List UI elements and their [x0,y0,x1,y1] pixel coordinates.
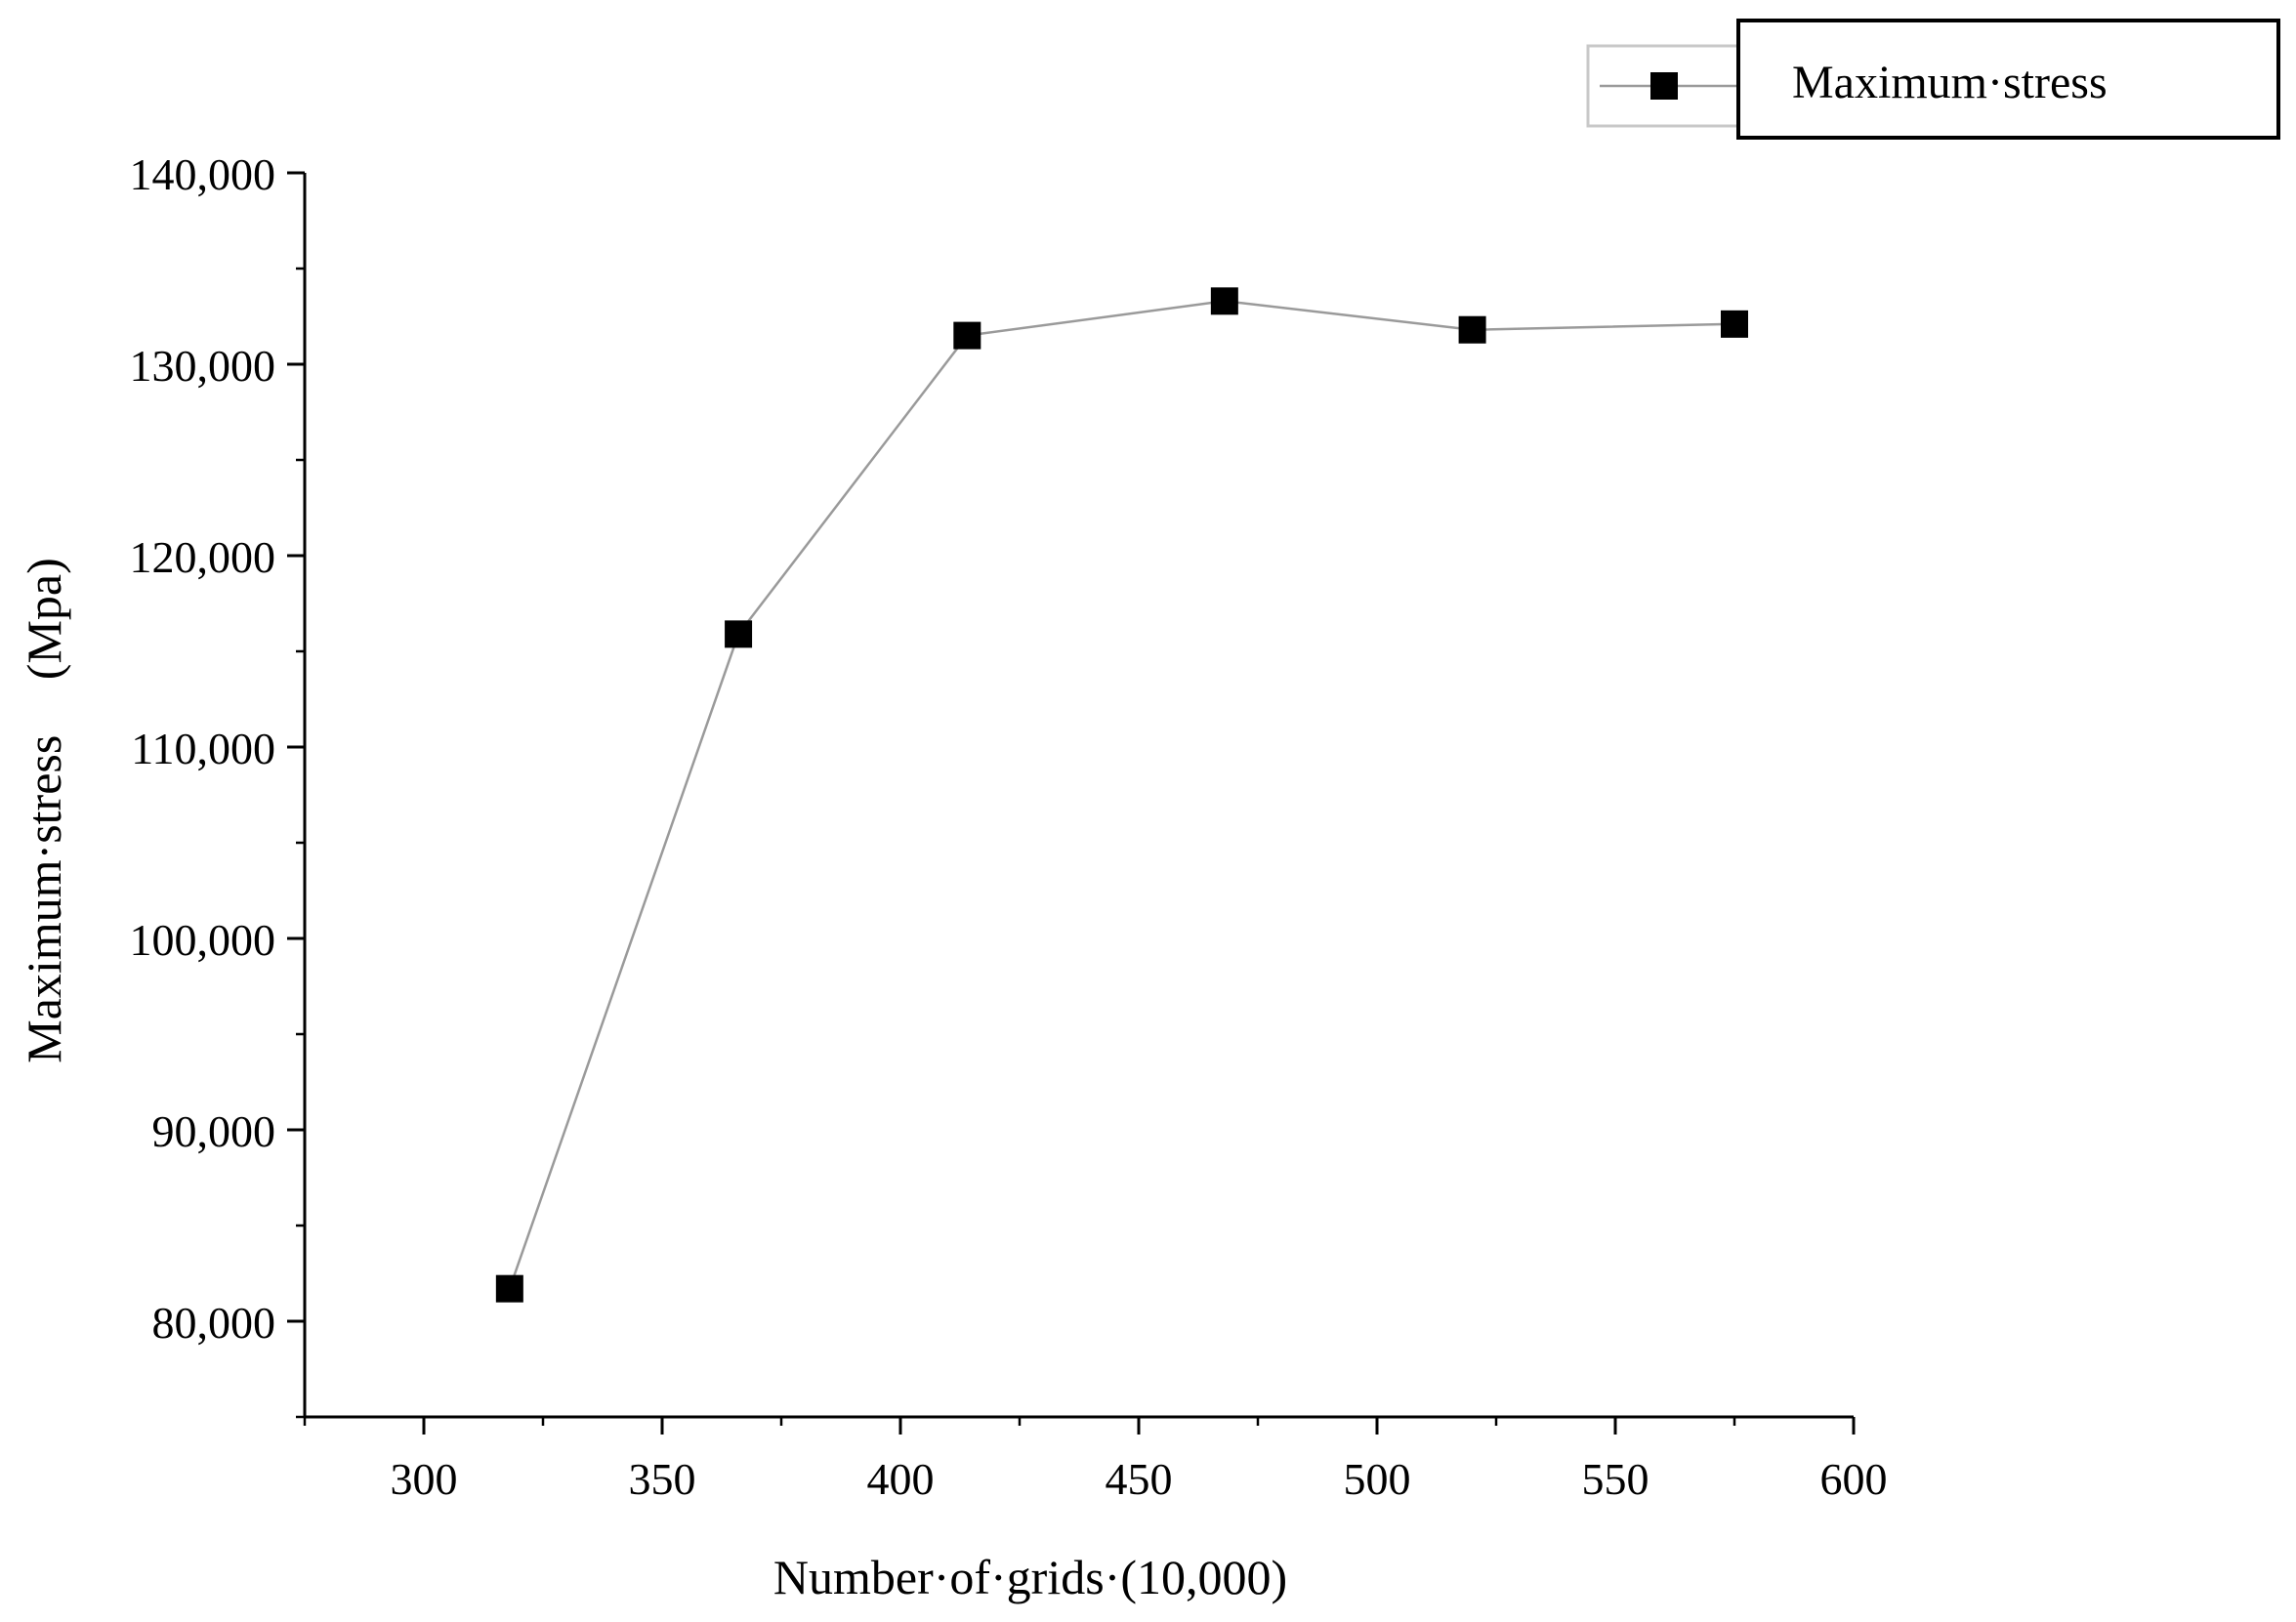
data-point-marker [495,1274,523,1303]
y-axis-label: Maximum·stress (Mpa) [17,558,71,1063]
x-axis-label: Number·of·grids·(10,000) [773,1550,1287,1604]
data-point-marker [1721,310,1748,338]
x-tick-label: 500 [1344,1454,1411,1504]
legend-sample-marker [1650,72,1678,100]
y-tick-label: 80,000 [152,1298,276,1348]
x-tick-label: 450 [1106,1454,1173,1504]
legend-label: Maximum·stress [1792,57,2108,108]
axes: 80,000 90,000 100,000 110,000 120,000 130,000… [130,149,1888,1504]
data-point-marker [953,321,981,350]
x-ticks: 300 350 400 450 500 550 600 [303,1417,1888,1504]
legend: Maximum·stress [1586,19,2280,140]
y-tick-label: 130,000 [130,341,276,391]
data-point-marker [1458,315,1486,344]
x-tick-label: 550 [1582,1454,1649,1504]
x-tick-label: 350 [629,1454,696,1504]
data-point-marker [725,620,753,648]
x-tick-label: 400 [867,1454,935,1504]
legend-label-box [1736,19,2280,140]
y-tick-label: 110,000 [131,724,275,773]
data-point-marker [1210,287,1238,315]
y-tick-label: 90,000 [152,1106,276,1156]
x-tick-label: 600 [1820,1454,1888,1504]
series-line [508,300,1735,1290]
y-tick-label: 120,000 [130,532,276,582]
series-layer [495,287,1748,1303]
y-ticks: 80,000 90,000 100,000 110,000 120,000 130,000… [130,149,305,1419]
y-axis-label-main: Maximum·stress [17,735,71,1063]
y-tick-label: 100,000 [130,915,276,965]
y-axis-label-group: Maximum·stress (Mpa) [17,558,71,1063]
x-tick-label: 300 [391,1454,458,1504]
y-axis-label-unit: (Mpa) [17,558,71,680]
y-tick-label: 140,000 [130,149,276,199]
